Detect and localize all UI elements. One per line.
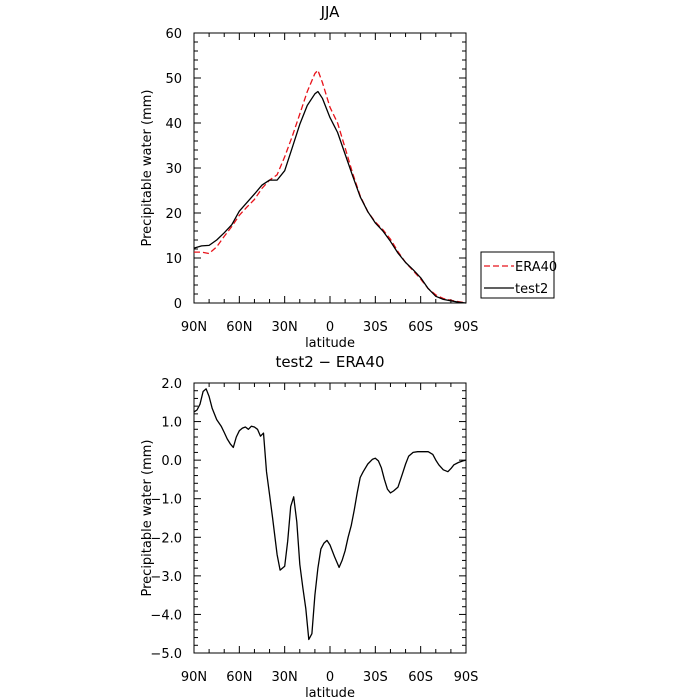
x-tick-label: 90S [454,670,479,685]
x-tick-label: 90N [181,320,207,335]
legend-label-era40: ERA40 [515,260,557,275]
y-tick-label: 0 [174,297,182,312]
legend-box [480,251,555,299]
x-tick-label: 0 [326,320,334,335]
x-tick-label: 30N [272,670,298,685]
precipitable-water-panel: 90N 60N 30N 0 30S 60S 90S 0 10 20 30 40 50 60 JJA latit… [140,3,478,351]
y-tick-label: −5.0 [150,647,182,662]
difference-panel: 90N 60N 30N 0 30S 60S 90S 2.0 1.0 0.0 −1.0 −2.0 −3.0… [140,353,478,700]
y-tick-label: 1.0 [161,416,182,431]
x-tick-label: 30S [363,320,388,335]
y-tick-label: 20 [165,207,182,222]
y-tick-label: 0.0 [161,454,182,469]
y-tick-label: 50 [165,72,182,87]
x-tick-label: 60S [408,670,433,685]
legend-label-test2: test2 [515,282,548,297]
x-tick-label: 60N [226,320,252,335]
x-tick-label: 60N [226,670,252,685]
y-tick-label: −3.0 [150,570,182,585]
y-tick-label: 10 [165,252,182,267]
x-axis-label: latitude [305,686,355,700]
y-axis-label: Precipitable water (mm) [140,440,155,597]
chart-title: JJA [320,3,341,21]
x-tick-label: 90N [181,670,207,685]
plot-frame [193,382,467,654]
test2-series-line [193,90,467,304]
x-tick-label: 60S [408,320,433,335]
y-tick-label: −1.0 [150,493,182,508]
y-tick-label: 2.0 [161,377,182,392]
difference-series-line [193,388,467,641]
era40-series-line [194,69,467,304]
y-tick-label: −2.0 [150,531,182,546]
legend: ERA40 test2 [480,251,557,299]
y-tick-label: 30 [165,162,182,177]
x-tick-label: 30S [363,670,388,685]
y-tick-label: −4.0 [150,608,182,623]
chart-title: test2 − ERA40 [275,353,384,371]
y-tick-label: 60 [165,27,182,42]
plot-frame [193,32,467,304]
x-tick-label: 30N [272,320,298,335]
y-axis-label: Precipitable water (mm) [140,90,155,247]
y-tick-label: 40 [165,117,182,132]
x-tick-label: 0 [326,670,334,685]
x-tick-label: 90S [454,320,479,335]
x-axis-label: latitude [305,336,355,351]
